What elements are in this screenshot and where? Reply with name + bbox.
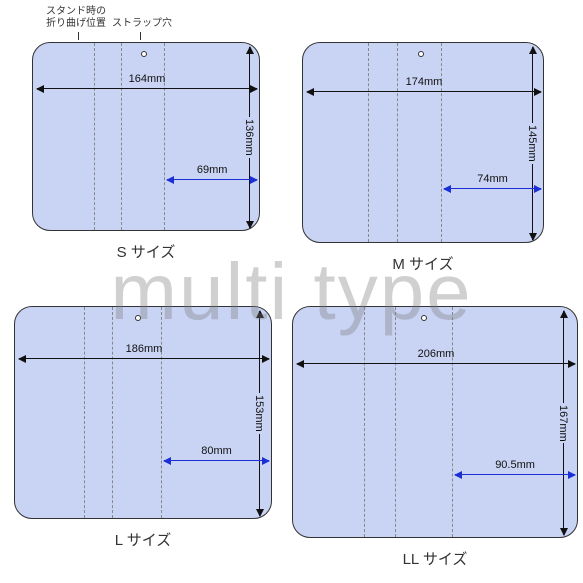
fold-line — [395, 307, 396, 537]
dimension-label: 80mm — [199, 445, 234, 457]
size-label-l: L サイズ — [115, 529, 172, 550]
fold-line — [84, 307, 85, 518]
dimension-label: 186mm — [124, 343, 165, 355]
top-annotations: スタンド時の 折り曲げ位置 ストラップ穴 — [46, 6, 172, 30]
fold-line — [112, 307, 113, 518]
dimension-label: 206mm — [416, 348, 457, 360]
case-outline-s: 164mm 136mm 69mm — [32, 42, 260, 231]
strap-hole-icon — [141, 51, 147, 57]
case-outline-l: 186mm 153mm 80mm — [14, 306, 272, 519]
dimension-label: 69mm — [195, 164, 230, 176]
dimension-label: 167mm — [557, 403, 569, 444]
fold-line — [161, 307, 162, 518]
strap-hole-icon — [421, 315, 427, 321]
dimension-label: 174mm — [404, 76, 445, 88]
fold-line — [368, 43, 369, 242]
fold-line — [452, 307, 453, 537]
annotation-tick — [78, 32, 79, 40]
fold-line — [364, 307, 365, 537]
case-outline-ll: 206mm 167mm 90.5mm — [292, 306, 578, 538]
dimension-label: 153mm — [253, 393, 265, 434]
annotation-line1: スタンド時の — [46, 6, 172, 18]
annotation-tick — [140, 32, 141, 40]
dimension-label: 164mm — [127, 73, 168, 85]
fold-line — [94, 43, 95, 230]
fold-line — [441, 43, 442, 242]
size-label-ll: LL サイズ — [403, 548, 468, 569]
annotation-strap: ストラップ穴 — [112, 18, 172, 30]
annotation-fold: 折り曲げ位置 — [46, 18, 106, 30]
strap-hole-icon — [135, 315, 141, 321]
case-outline-m: 174mm 145mm 74mm — [302, 42, 544, 243]
size-label-s: S サイズ — [117, 241, 176, 262]
dimension-label: 136mm — [243, 117, 255, 158]
fold-line — [121, 43, 122, 230]
dimension-label: 90.5mm — [493, 459, 537, 471]
size-label-m: M サイズ — [392, 253, 453, 274]
dimension-label: 145mm — [526, 123, 538, 164]
fold-line — [397, 43, 398, 242]
fold-line — [164, 43, 165, 230]
strap-hole-icon — [418, 51, 424, 57]
dimension-label: 74mm — [475, 173, 510, 185]
